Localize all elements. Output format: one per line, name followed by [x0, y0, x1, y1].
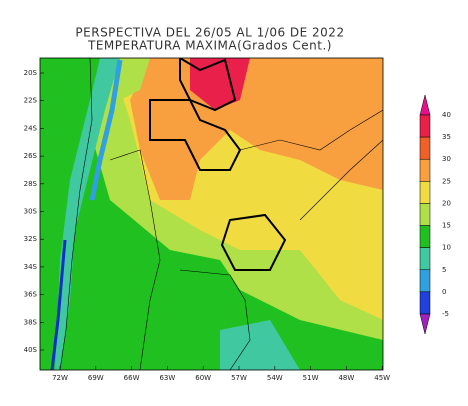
lon-label: 60W: [195, 374, 211, 382]
lat-label: 36S: [24, 291, 38, 299]
lat-label: 38S: [24, 318, 38, 326]
colorbar-label: -5: [442, 310, 449, 318]
colorbar-label: 5: [442, 266, 446, 274]
colorbar-label: 40: [442, 111, 451, 119]
colorbar-label: 10: [442, 244, 451, 252]
lon-label: 57W: [231, 374, 247, 382]
lon-label: 69W: [88, 374, 104, 382]
colorbar-band: [419, 158, 431, 182]
lat-label: 30S: [24, 208, 38, 216]
lon-label: 48W: [338, 374, 354, 382]
lon-label: 63W: [159, 374, 175, 382]
temperature-field: [40, 58, 383, 370]
colorbar-band: [419, 291, 431, 315]
lat-label: 28S: [24, 180, 38, 188]
colorbar-band: [419, 203, 431, 226]
colorbar-band: [419, 269, 431, 293]
lat-label: 32S: [24, 235, 38, 243]
map-frame: [39, 57, 384, 371]
lon-label: 54W: [267, 374, 283, 382]
lat-label: 34S: [24, 263, 38, 271]
lat-label: 20S: [24, 69, 38, 77]
lat-label: 26S: [24, 152, 38, 160]
colorbar-band: [419, 114, 431, 138]
lon-label: 66W: [124, 374, 140, 382]
colorbar-label: 15: [442, 222, 451, 230]
colorbar-band: [419, 225, 431, 248]
title-line: TEMPERATURA MAXIMA(Grados Cent.): [87, 39, 332, 53]
colorbar-cap: [419, 94, 431, 116]
colorbar-band: [419, 136, 431, 160]
title-line: PERSPECTIVA DEL 26/05 AL 1/06 DE 2022: [75, 26, 344, 40]
colorbar-label: 25: [442, 177, 451, 185]
colorbar-label: 20: [442, 199, 451, 207]
lon-label: 72W: [52, 374, 68, 382]
lon-label: 51W: [303, 374, 319, 382]
lat-label: 22S: [24, 97, 38, 105]
colorbar-band: [419, 247, 431, 271]
colorbar-label: 35: [442, 133, 451, 141]
colorbar-cap: [419, 313, 431, 335]
colorbar-label: 30: [442, 155, 451, 163]
lat-label: 24S: [24, 124, 38, 132]
lon-label: 45W: [374, 374, 390, 382]
colorbar-label: 0: [442, 288, 446, 296]
colorbar-band: [419, 181, 431, 204]
lat-label: 40S: [24, 346, 38, 354]
